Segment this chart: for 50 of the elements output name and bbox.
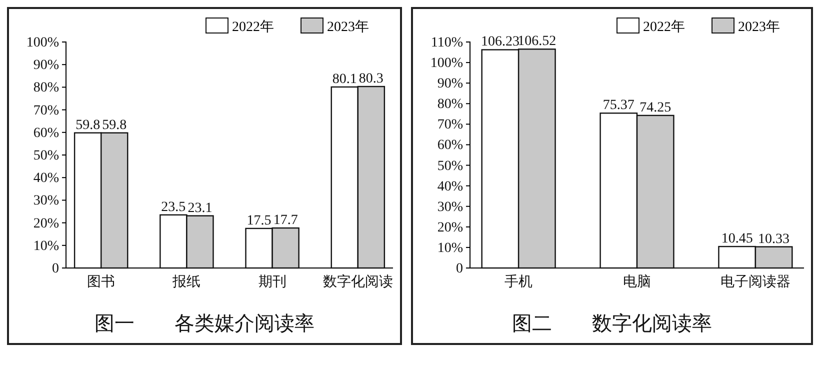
legend-label: 2022年 bbox=[643, 19, 685, 35]
data-label: 106.52 bbox=[518, 34, 556, 50]
y-tick-label: 80% bbox=[437, 97, 464, 112]
data-label: 23.1 bbox=[188, 200, 212, 216]
y-tick-label: 40% bbox=[437, 179, 464, 194]
legend-label: 2022年 bbox=[232, 19, 274, 35]
data-label: 10.33 bbox=[758, 232, 790, 247]
y-tick-label: 20% bbox=[437, 220, 464, 236]
y-tick-label: 10% bbox=[33, 238, 60, 254]
data-label: 106.23 bbox=[480, 34, 520, 50]
text: 图一 各类媒介阅读率 bbox=[94, 313, 314, 335]
x-tick-label: 手机 bbox=[504, 274, 533, 290]
data-label: 17.7 bbox=[273, 213, 298, 228]
y-tick-label: 0 bbox=[52, 261, 59, 276]
legend-label: 2023年 bbox=[327, 19, 369, 35]
x-tick-label: 数字化阅读 bbox=[322, 274, 393, 290]
y-tick-label: 70% bbox=[437, 118, 464, 133]
text: 图二 数字化阅读率 bbox=[512, 312, 712, 335]
y-tick-label: 90% bbox=[437, 76, 464, 92]
y-tick-label: 0 bbox=[456, 261, 463, 276]
y-tick-label: 50% bbox=[33, 148, 60, 164]
y-tick-label: 70% bbox=[33, 103, 60, 118]
y-tick-label: 30% bbox=[437, 200, 464, 215]
data-label: 74.25 bbox=[640, 100, 672, 116]
y-tick-label: 30% bbox=[33, 194, 60, 209]
x-tick-label: 报纸 bbox=[172, 274, 201, 290]
x-tick-label: 图书 bbox=[87, 274, 116, 290]
y-tick-label: 80% bbox=[33, 80, 60, 96]
x-tick-label: 电脑 bbox=[623, 274, 651, 290]
data-label: 23.5 bbox=[161, 200, 186, 215]
y-tick-label: 20% bbox=[33, 216, 60, 232]
data-label: 80.1 bbox=[332, 72, 357, 87]
y-tick-label: 50% bbox=[437, 158, 464, 174]
data-label: 75.37 bbox=[602, 98, 634, 114]
data-label: 17.5 bbox=[246, 213, 272, 228]
x-tick-label: 期刊 bbox=[258, 274, 286, 290]
y-tick-label: 60% bbox=[437, 138, 464, 154]
y-tick-label: 90% bbox=[33, 58, 60, 74]
data-label: 59.8 bbox=[102, 118, 127, 133]
data-label: 80.3 bbox=[358, 72, 384, 87]
y-tick-label: 100% bbox=[26, 35, 60, 50]
x-tick-label: 电子阅读器 bbox=[720, 274, 790, 290]
data-label: 10.45 bbox=[721, 232, 753, 247]
y-tick-label: 10% bbox=[437, 240, 464, 256]
legend-label: 2023年 bbox=[738, 19, 780, 35]
data-label: 59.8 bbox=[76, 118, 100, 133]
y-tick-label: 110% bbox=[430, 35, 464, 50]
y-tick-label: 40% bbox=[33, 171, 60, 186]
y-tick-label: 100% bbox=[430, 56, 464, 72]
y-tick-label: 60% bbox=[33, 126, 60, 141]
